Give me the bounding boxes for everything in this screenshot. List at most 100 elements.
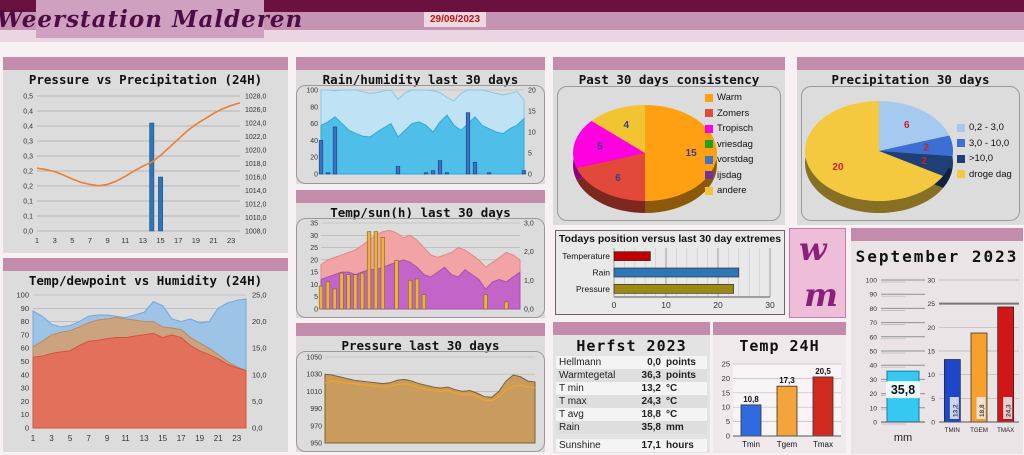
legend-item: ijsdag (705, 170, 753, 181)
tick-label: 100 (866, 278, 878, 285)
tick-label: 0,4 (23, 124, 33, 131)
legend-item: >10,0 (957, 153, 1012, 164)
herfst-label: Rain (559, 422, 580, 433)
tick-label: 6 (904, 120, 910, 131)
tick-label: 50 (21, 357, 29, 366)
tick-label: 70 (21, 330, 29, 339)
rain_mm-bar (318, 140, 324, 175)
tick-label: mm (894, 432, 912, 444)
panel-body: Rain/humidity last 30 days 100 80 60 40 20 0 2… (296, 70, 545, 184)
herfst-row: Hellmann 0,0 points (556, 356, 707, 369)
tick-label: 10,0 (252, 370, 267, 379)
vertical-value-label: 13,2 (949, 397, 959, 419)
tick-label: 5 (726, 417, 730, 426)
tick-label: 0,5 (23, 94, 33, 101)
tick-label: 0 (314, 172, 318, 179)
panel-temp-24h: Temp 24H 25 20 15 10 5 0 10,8 Tmin 17,3 Tgem 20,5 T… (713, 322, 846, 453)
tick-label: 10 (722, 403, 730, 412)
panel-body: Temp 24H 25 20 15 10 5 0 10,8 Tmin 17,3 Tgem 20,5 T… (713, 335, 846, 453)
herfst-unit: points (666, 370, 696, 381)
herfst-value: 17,1 (641, 440, 661, 451)
tick-label: 0,3 (23, 139, 33, 146)
tick-label: 25,0 (252, 291, 267, 300)
tick-label: 20,0 (252, 317, 267, 326)
tick-label: 0,2 (23, 169, 33, 176)
panel-herfst: Herfst 2023 Hellmann 0,0 points Warmtegetal… (553, 322, 710, 453)
panel-title: Todays position versus last 30 day extre… (558, 233, 782, 245)
tick-label: 60 (869, 334, 877, 341)
tick-label: 0 (726, 432, 730, 441)
station-title: Weerstation Malderen (0, 5, 304, 33)
tick-label: 25 (927, 301, 935, 308)
tick-label: 60 (21, 344, 29, 353)
tick-label: 20 (713, 300, 723, 310)
tick-label: 1030 (306, 372, 322, 379)
temp-bar (740, 404, 762, 437)
tick-label: 15 (156, 236, 164, 245)
tick-label: 15 (158, 434, 167, 443)
tick-label: 5 (931, 396, 935, 403)
tick-label: 20 (832, 162, 844, 173)
tick-label: 23 (227, 236, 235, 245)
panel-body: Pressure vs Precipitation (24H) 0,5 0,4 0,… (3, 70, 288, 253)
legend-swatch (705, 140, 713, 148)
tick-label: 950 (310, 441, 322, 448)
panel-strip (713, 322, 846, 335)
tick-label: 25 (310, 245, 318, 252)
herfst-value: 0,0 (647, 357, 661, 368)
sun_hours-bar (339, 272, 344, 310)
tick-label: 2 (923, 143, 929, 154)
panel-september: September 2023 100 90 80 70 60 50 40 30 20 10 0 35,… (851, 228, 1023, 454)
mm-value-badge (886, 381, 920, 399)
tick-label: 24,3 (1006, 404, 1013, 417)
rain_mm-bar (395, 166, 401, 175)
tick-label: 0 (314, 307, 318, 314)
extremes-bar (613, 251, 651, 262)
panel-title: Pressure last 30 days (341, 338, 500, 353)
tick-label: 20 (869, 391, 877, 398)
legend-item: andere (705, 185, 753, 196)
legend-swatch (705, 109, 713, 117)
extremes-bar-chart: 0 10 20 30 Temperature Rain Pressure (562, 248, 775, 310)
legend-item: Warm (705, 92, 753, 103)
tick-label: 80 (21, 317, 29, 326)
rain_mm-bar (332, 126, 338, 175)
panel-body: Temp/dewpoint vs Humidity (24H) 100 90 80 7… (3, 271, 288, 452)
vertical-value-label: 24,3 (1003, 397, 1013, 419)
legend-swatch (957, 123, 965, 132)
herfst-label: Hellmann (559, 357, 602, 368)
legend-label: Zomers (717, 107, 750, 119)
herfst-row: T max 24,3 °C (556, 395, 707, 408)
tick-label: 80 (869, 306, 877, 313)
tick-label: 10 (661, 300, 671, 310)
panel-strip (553, 322, 710, 335)
tick-label: 17,3 (779, 376, 795, 385)
tick-label: 35,8 (891, 383, 915, 397)
legend-item: vorstdag (705, 154, 753, 165)
tick-label: 60 (310, 121, 318, 128)
tick-label: 10 (528, 130, 536, 137)
consistency-legend: Warm Zomers Tropisch vriesdag vorstdag ijsdag… (705, 92, 753, 201)
tick-label: TMAX (997, 427, 1014, 434)
tick-label: 1026,0 (245, 107, 267, 114)
tick-label: 1 (35, 236, 39, 245)
pie-slice (576, 153, 645, 201)
panel-strip (296, 57, 545, 70)
tick-label: 30 (310, 233, 318, 240)
temp-bar (776, 385, 798, 437)
tick-label: 10 (927, 372, 935, 379)
sun_hours-bar (414, 278, 420, 310)
tick-label: 10 (21, 410, 29, 419)
tick-label: 9 (105, 434, 110, 443)
panel-title: Temp/dewpoint vs Humidity (24H) (28, 273, 263, 288)
tick-label: 5 (314, 294, 318, 301)
rain_mm-bar (486, 172, 492, 175)
legend-label: droge dag (969, 168, 1012, 180)
panel-strip (3, 258, 288, 271)
panel-title: Temp 24H (739, 337, 820, 355)
temp-dew-humidity-chart: 100908070605040302010025,020,015,010,05,… (16, 291, 267, 444)
rain_mm-bar (465, 112, 471, 175)
tick-label: 50 (869, 349, 877, 356)
herfst-row: T min 13,2 °C (556, 382, 707, 395)
